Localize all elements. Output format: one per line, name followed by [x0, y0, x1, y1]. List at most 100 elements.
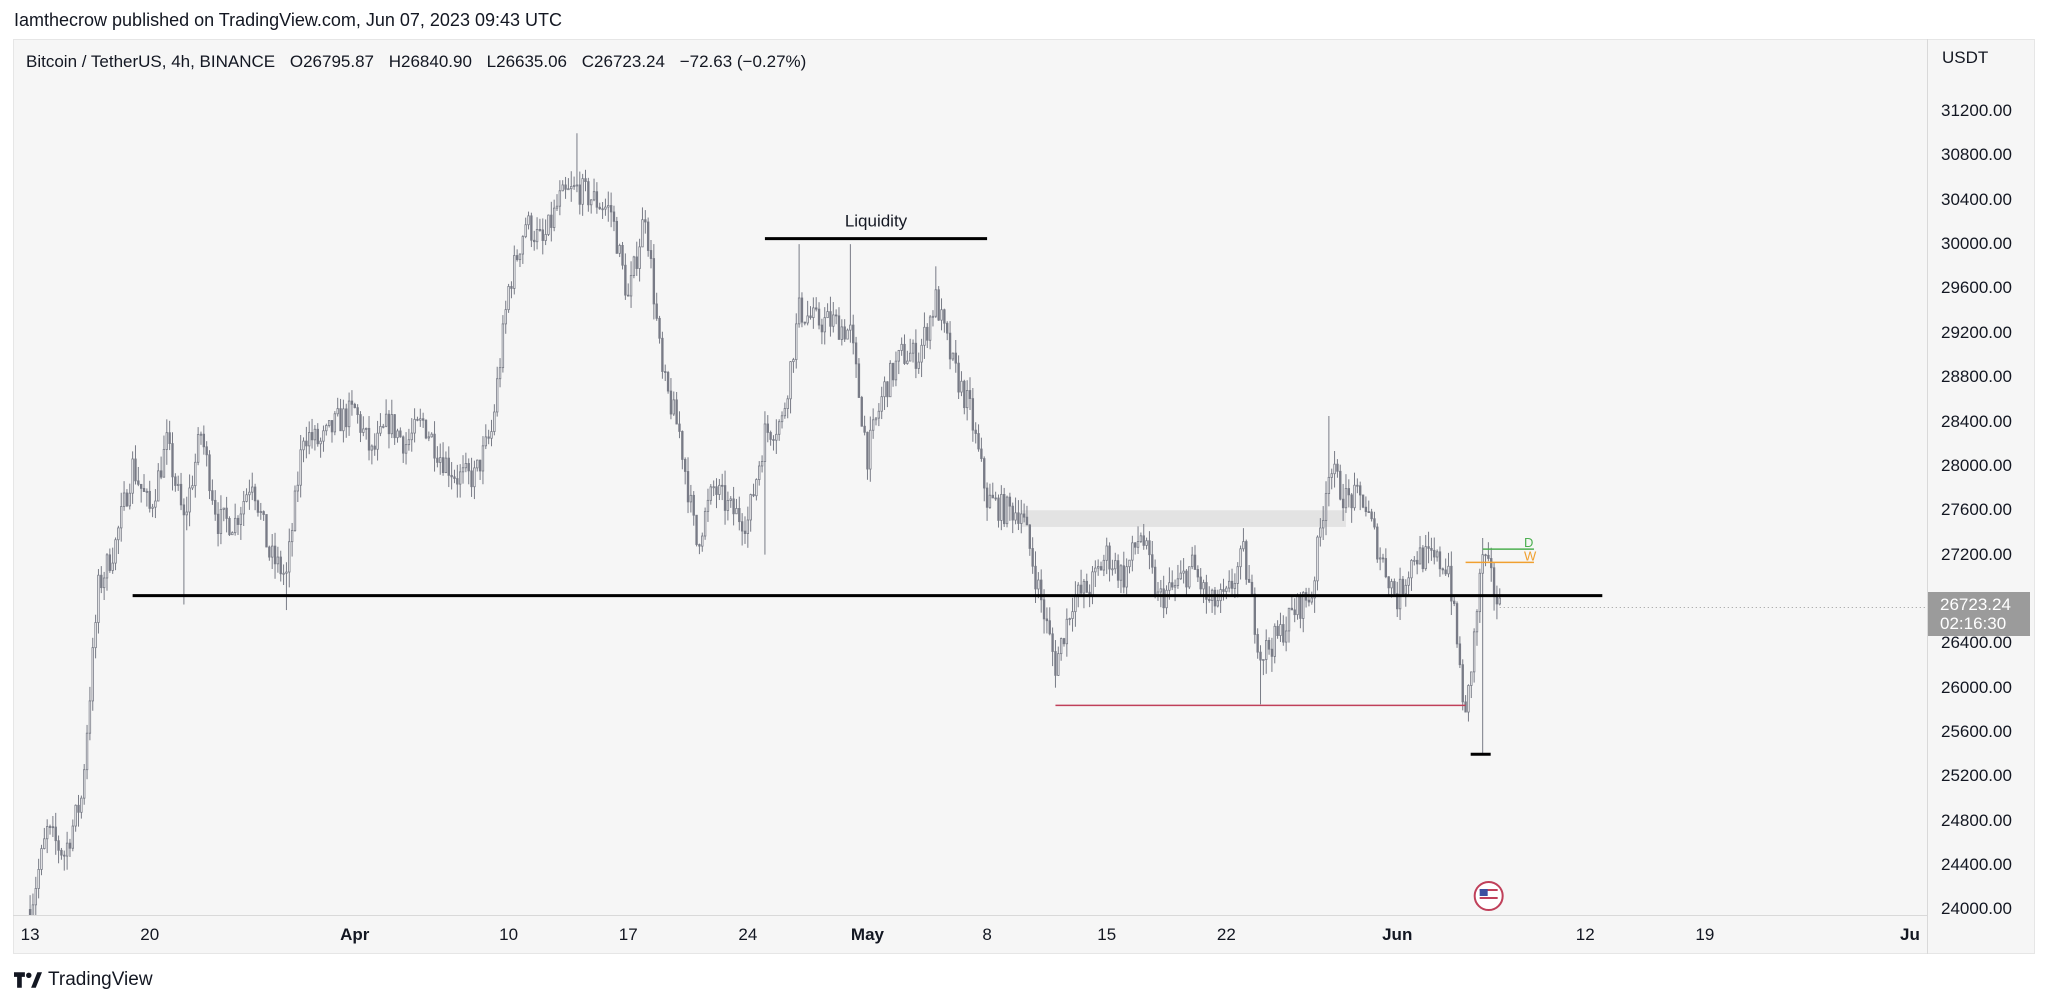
price-axis[interactable]: [1927, 39, 2035, 954]
candle-body: [168, 432, 171, 444]
candle-body: [686, 471, 690, 503]
candle-body: [609, 205, 613, 213]
candle-body: [1185, 570, 1188, 588]
candle-body: [1273, 625, 1276, 657]
candle-body: [538, 229, 542, 231]
candle-body: [581, 178, 584, 205]
chart-frame[interactable]: [13, 39, 2035, 954]
candle-body: [874, 417, 878, 421]
bar-countdown: 02:16:30: [1940, 614, 2007, 633]
candle-body: [1447, 565, 1450, 575]
candle-body: [1492, 567, 1496, 596]
candle-body: [88, 700, 92, 734]
candle-body: [698, 544, 701, 547]
candle-body: [974, 429, 977, 434]
candle-body: [1333, 463, 1336, 475]
candle-body: [1199, 576, 1202, 590]
candle-body: [1364, 506, 1368, 512]
candle-body: [273, 545, 277, 565]
candle-body: [1444, 569, 1447, 575]
candle-body: [447, 457, 450, 476]
candle-body: [507, 286, 510, 311]
candle-body: [783, 408, 787, 417]
candle-body: [837, 315, 841, 340]
candle-body: [1430, 547, 1433, 551]
candle-body: [601, 208, 604, 211]
time-tick-label: 20: [140, 925, 160, 944]
ohlc-low: L26635.06: [486, 52, 568, 71]
candle-body: [752, 494, 755, 497]
candle-body: [1458, 643, 1462, 666]
candle-body: [162, 449, 166, 478]
candle-body: [968, 390, 972, 399]
candle-body: [638, 246, 641, 269]
candle-body: [1282, 624, 1285, 643]
candle-body: [1188, 566, 1191, 588]
symbol-legend[interactable]: Bitcoin / TetherUS, 4h, BINANCE O26795.8…: [26, 52, 816, 72]
candle-body: [1344, 488, 1348, 509]
candle-body: [1470, 671, 1473, 686]
candle-body: [117, 527, 120, 541]
candle-body: [222, 507, 225, 510]
candle-body: [954, 352, 957, 364]
candle-body: [182, 504, 186, 516]
candle-body: [1284, 630, 1288, 643]
candle-body: [521, 236, 525, 255]
candle-body: [1321, 520, 1325, 529]
publisher-line: Iamthecrow published on TradingView.com,…: [14, 10, 562, 30]
candle-body: [407, 439, 411, 446]
candle-body: [1373, 518, 1376, 528]
candle-body: [1202, 582, 1205, 590]
symbol-name[interactable]: Bitcoin / TetherUS, 4h, BINANCE: [26, 52, 276, 71]
candle-body: [458, 471, 462, 485]
candle-body: [1453, 600, 1456, 604]
candle-body: [666, 372, 670, 392]
candle-body: [1336, 463, 1339, 472]
candle-body: [342, 408, 345, 432]
candle-body: [1153, 566, 1157, 596]
candle-body: [436, 457, 439, 463]
candle-body: [1316, 536, 1319, 582]
candle-body: [97, 574, 100, 623]
candle-body: [817, 308, 821, 326]
candle-body: [777, 421, 781, 435]
currency-label[interactable]: USDT: [1942, 48, 1989, 67]
candle-body: [943, 309, 946, 324]
candle-body: [384, 413, 388, 427]
candle-body: [951, 352, 955, 360]
candle-body: [1245, 541, 1248, 580]
candle-body: [305, 440, 308, 447]
candle-body: [256, 500, 260, 513]
candle-body: [1196, 569, 1200, 578]
candle-body: [1228, 580, 1231, 589]
candle-body: [28, 909, 32, 915]
candle-body: [678, 423, 681, 432]
candle-body: [1165, 589, 1168, 609]
candle-body: [34, 888, 37, 906]
candle-body: [820, 324, 824, 333]
candle-body: [191, 485, 194, 489]
candle-body: [715, 486, 718, 495]
candle-body: [100, 574, 103, 589]
candle-body: [1324, 493, 1328, 521]
candle-body: [535, 229, 539, 243]
candle-body: [869, 429, 872, 470]
candle-body: [1353, 484, 1356, 509]
candle-body: [1472, 631, 1476, 673]
candle-body: [65, 842, 69, 857]
price-tick-label: 24800.00: [1941, 810, 2012, 830]
candle-body: [245, 494, 248, 502]
candle-body: [282, 572, 285, 575]
candle-body: [387, 413, 391, 435]
candle-body: [530, 215, 533, 241]
candle-body: [1148, 540, 1151, 556]
time-tick-label: 17: [618, 925, 638, 944]
tradingview-brand[interactable]: TradingView: [14, 969, 153, 991]
level-d-label: D: [1524, 535, 1533, 550]
candle-body: [490, 431, 493, 439]
candle-body: [738, 508, 741, 523]
time-axis[interactable]: [13, 915, 1927, 954]
time-tick-label: Jun: [1382, 925, 1413, 944]
candle-body: [584, 178, 587, 183]
